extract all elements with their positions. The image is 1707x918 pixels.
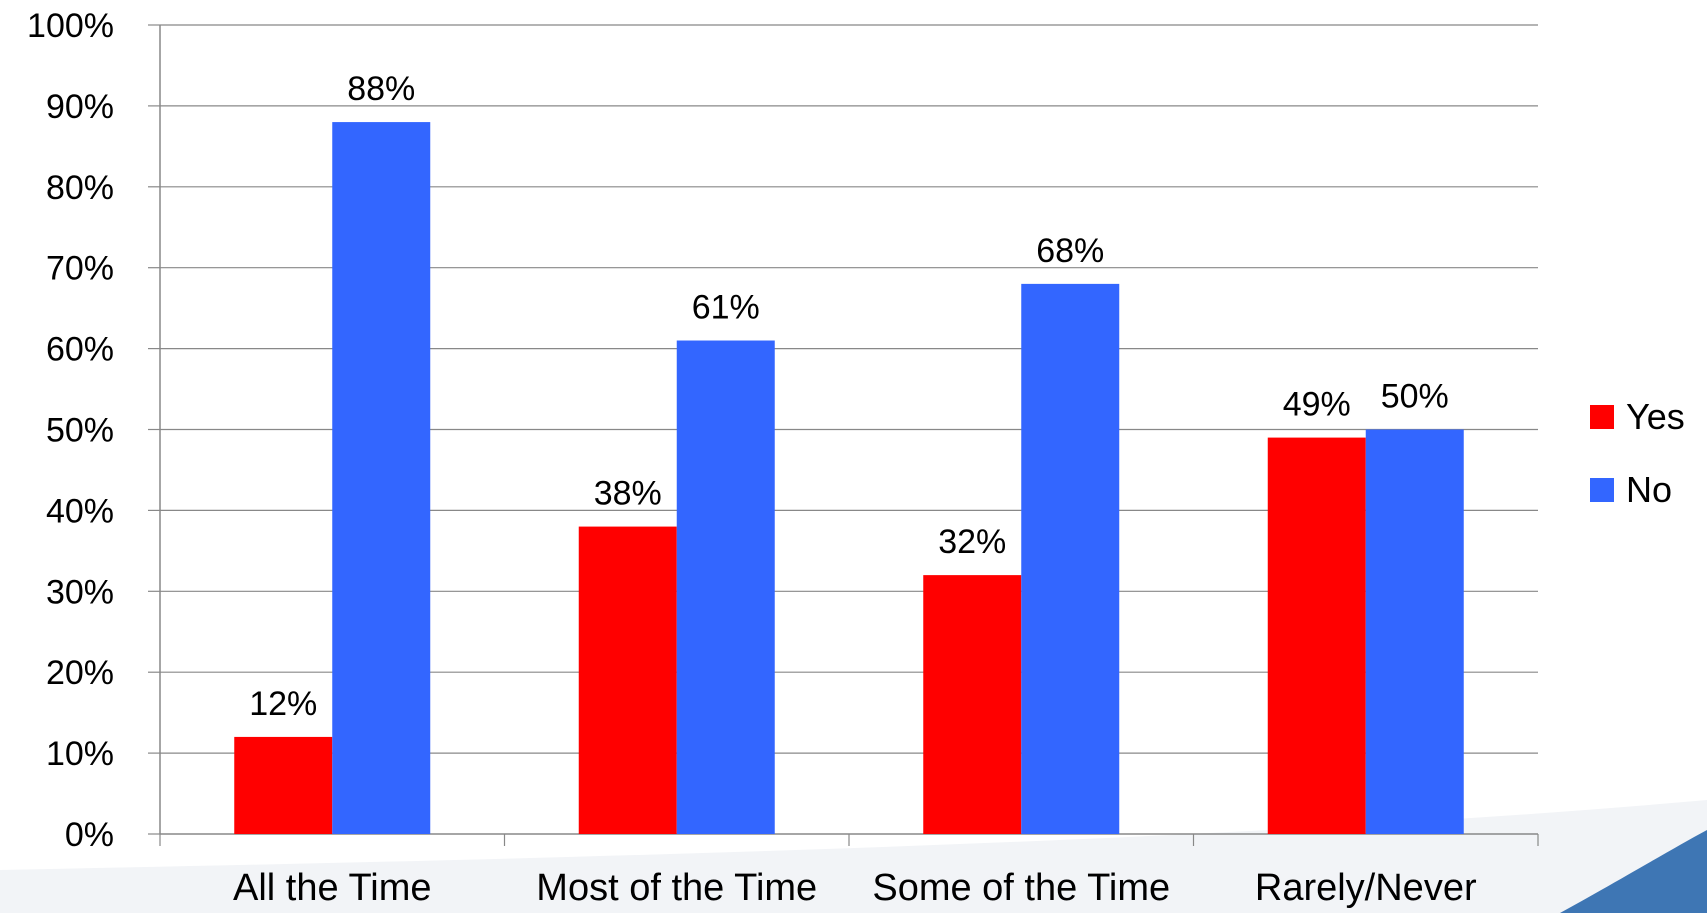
- data-labels: 12% 88% 38% 61% 32% 68% 49% 50%: [249, 70, 1449, 723]
- y-tick-label: 20%: [46, 654, 114, 692]
- bar-yes: [923, 575, 1022, 834]
- y-tick-label: 40%: [46, 492, 114, 530]
- y-tick-label: 0%: [65, 816, 114, 854]
- data-label: 61%: [692, 289, 760, 327]
- x-tick-label: Rarely/Never: [1255, 867, 1477, 909]
- bar-no: [676, 340, 775, 834]
- data-label: 50%: [1381, 378, 1449, 416]
- y-tick-label: 90%: [46, 88, 114, 126]
- legend-label-yes: Yes: [1626, 396, 1685, 437]
- data-label: 38%: [594, 475, 662, 513]
- bar-yes: [1267, 437, 1366, 834]
- data-label: 68%: [1036, 232, 1104, 270]
- legend-swatch-yes: [1590, 405, 1614, 429]
- legend: Yes No: [1590, 396, 1685, 510]
- data-label: 12%: [249, 685, 317, 723]
- x-tick-label: All the Time: [233, 867, 432, 909]
- y-tick-label: 80%: [46, 169, 114, 207]
- data-label: 88%: [347, 70, 415, 108]
- bar-yes: [234, 736, 333, 834]
- bar-no: [332, 122, 431, 834]
- bar-no: [1365, 429, 1464, 834]
- bar-no: [1021, 283, 1120, 834]
- data-label: 32%: [938, 523, 1006, 561]
- bars: [234, 122, 1464, 834]
- y-tick-label: 30%: [46, 573, 114, 611]
- y-tick-label: 60%: [46, 331, 114, 369]
- bar-yes: [578, 526, 677, 834]
- axes: 0% 10% 20% 30% 40% 50% 60% 70% 80% 90% 100% All the…: [27, 7, 1539, 909]
- x-tick-label: Most of the Time: [536, 867, 817, 909]
- y-tick-label: 100%: [27, 7, 114, 45]
- y-tick-label: 10%: [46, 735, 114, 773]
- x-tick-label: Some of the Time: [872, 867, 1170, 909]
- background-swoosh: [0, 800, 1707, 913]
- legend-label-no: No: [1626, 469, 1672, 510]
- legend-swatch-no: [1590, 478, 1614, 502]
- data-label: 49%: [1283, 386, 1351, 424]
- y-tick-label: 70%: [46, 250, 114, 288]
- y-tick-label: 50%: [46, 412, 114, 450]
- background-swoosh-accent: [1560, 830, 1707, 913]
